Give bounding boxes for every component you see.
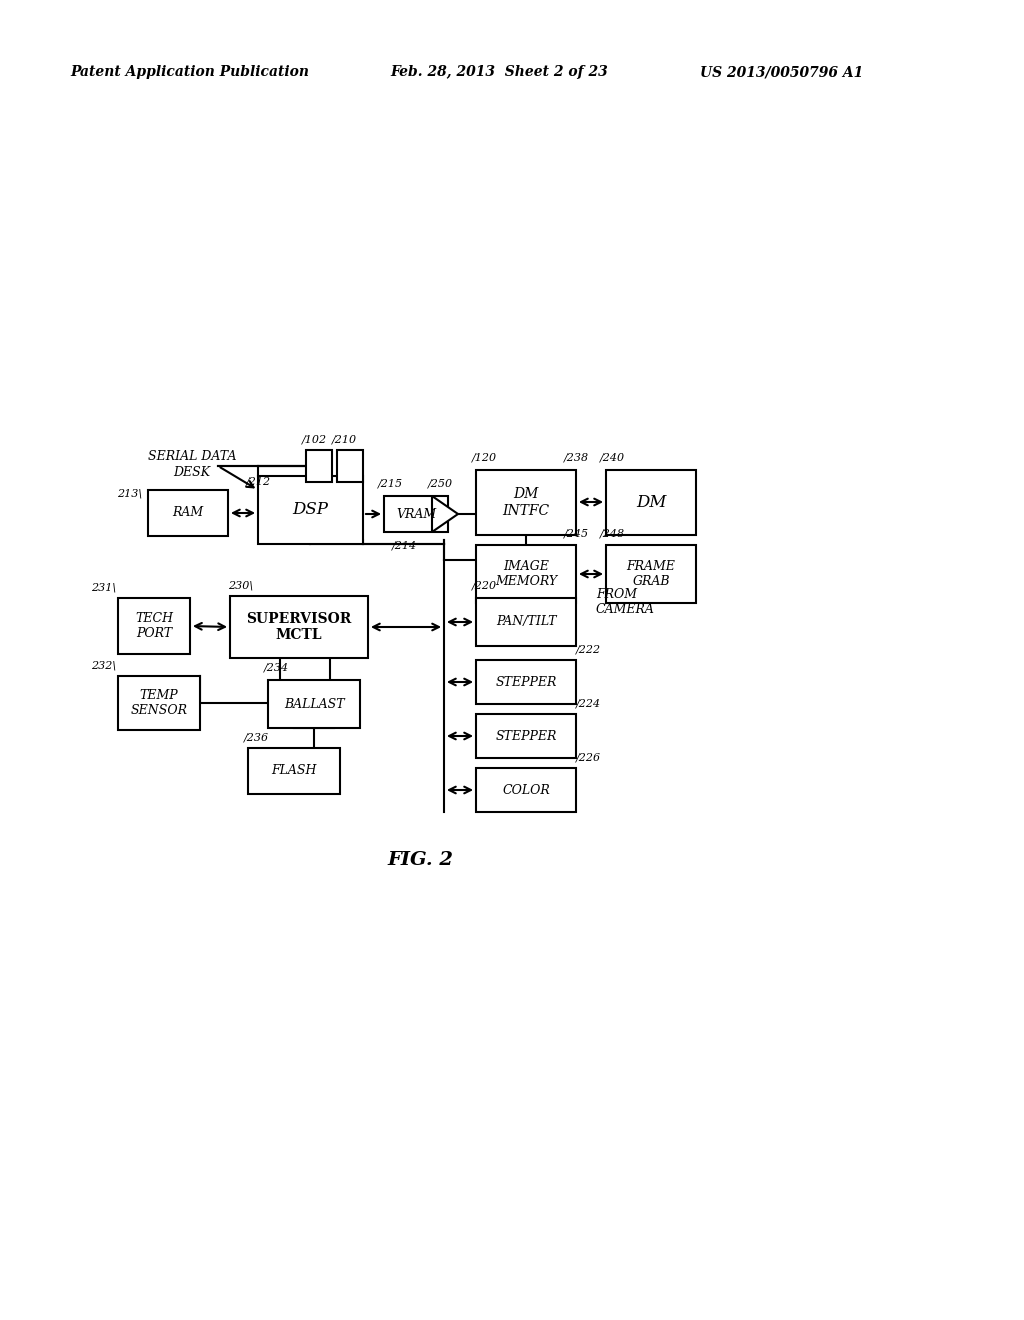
FancyBboxPatch shape	[118, 598, 190, 653]
Text: FROM
CAMERA: FROM CAMERA	[596, 587, 655, 616]
Text: /224: /224	[575, 698, 601, 708]
Text: /236: /236	[244, 733, 269, 742]
Text: FRAME
GRAB: FRAME GRAB	[627, 560, 676, 587]
Text: IMAGE
MEMORY: IMAGE MEMORY	[495, 560, 557, 587]
Text: /212: /212	[246, 477, 271, 486]
FancyBboxPatch shape	[476, 545, 575, 603]
Text: 213\: 213\	[117, 488, 142, 498]
Text: /234: /234	[264, 663, 289, 673]
Polygon shape	[432, 496, 458, 532]
FancyBboxPatch shape	[476, 660, 575, 704]
Text: DSP: DSP	[293, 502, 329, 519]
Text: TECH
PORT: TECH PORT	[135, 612, 173, 640]
Text: BALLAST: BALLAST	[284, 697, 344, 710]
Text: 231\: 231\	[91, 582, 116, 591]
Text: DM
INTFC: DM INTFC	[503, 487, 550, 517]
FancyBboxPatch shape	[230, 597, 368, 657]
Text: /248: /248	[600, 528, 625, 539]
Text: 232\: 232\	[91, 660, 116, 671]
Text: /250: /250	[428, 479, 454, 488]
FancyBboxPatch shape	[148, 490, 228, 536]
FancyBboxPatch shape	[476, 714, 575, 758]
FancyBboxPatch shape	[118, 676, 200, 730]
FancyBboxPatch shape	[476, 768, 575, 812]
Text: FIG. 2: FIG. 2	[387, 851, 453, 869]
FancyBboxPatch shape	[476, 598, 575, 645]
Text: /220: /220	[472, 581, 497, 591]
Text: STEPPER: STEPPER	[496, 676, 557, 689]
Text: /245: /245	[564, 528, 589, 539]
Text: TEMP
SENSOR: TEMP SENSOR	[130, 689, 187, 717]
FancyBboxPatch shape	[606, 470, 696, 535]
Text: FLASH: FLASH	[271, 764, 316, 777]
Text: /215: /215	[378, 479, 403, 488]
Text: DM: DM	[636, 494, 667, 511]
FancyBboxPatch shape	[384, 496, 449, 532]
Text: DESK: DESK	[173, 466, 211, 479]
Text: /120: /120	[472, 453, 497, 463]
Text: /210: /210	[332, 436, 357, 445]
FancyBboxPatch shape	[337, 450, 362, 482]
Text: /240: /240	[600, 453, 625, 463]
Text: /222: /222	[575, 644, 601, 653]
Text: /102: /102	[302, 436, 327, 445]
FancyBboxPatch shape	[606, 545, 696, 603]
Text: 230\: 230\	[228, 579, 253, 590]
FancyBboxPatch shape	[268, 680, 360, 729]
Text: /214: /214	[392, 540, 417, 550]
Text: SUPERVISOR
MCTL: SUPERVISOR MCTL	[247, 612, 351, 642]
Text: Patent Application Publication: Patent Application Publication	[70, 65, 309, 79]
Text: Feb. 28, 2013  Sheet 2 of 23: Feb. 28, 2013 Sheet 2 of 23	[390, 65, 608, 79]
Text: STEPPER: STEPPER	[496, 730, 557, 742]
FancyBboxPatch shape	[306, 450, 332, 482]
Text: SERIAL DATA: SERIAL DATA	[147, 450, 237, 462]
FancyBboxPatch shape	[248, 748, 340, 795]
Text: PAN/TILT: PAN/TILT	[496, 615, 556, 628]
Text: US 2013/0050796 A1: US 2013/0050796 A1	[700, 65, 863, 79]
Text: /238: /238	[564, 453, 589, 463]
Text: /226: /226	[575, 752, 601, 762]
Text: VRAM: VRAM	[396, 507, 436, 520]
FancyBboxPatch shape	[476, 470, 575, 535]
Text: COLOR: COLOR	[502, 784, 550, 796]
FancyBboxPatch shape	[258, 477, 362, 544]
Text: RAM: RAM	[172, 507, 204, 520]
